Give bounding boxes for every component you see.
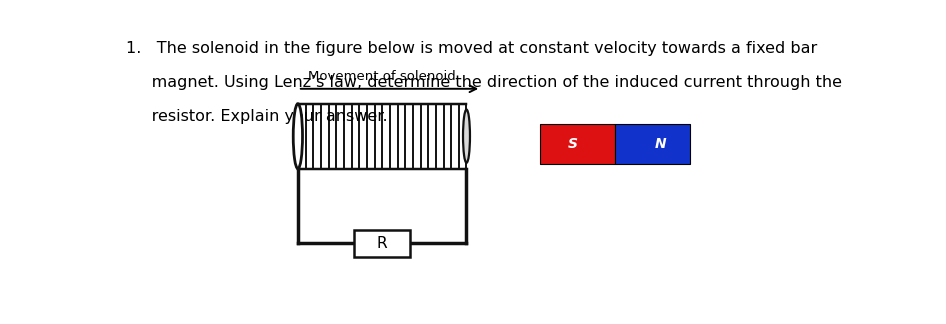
Text: R: R: [377, 236, 388, 251]
Text: Movement of solenoid: Movement of solenoid: [308, 70, 456, 83]
Text: N: N: [655, 137, 666, 151]
Text: S: S: [568, 137, 578, 151]
Bar: [355, 230, 410, 257]
Text: resistor. Explain your answer.: resistor. Explain your answer.: [126, 109, 387, 124]
Text: magnet. Using Lenz’s law, determine the direction of the induced current through: magnet. Using Lenz’s law, determine the …: [126, 75, 842, 90]
Ellipse shape: [463, 110, 470, 163]
Ellipse shape: [293, 104, 303, 168]
Bar: [615, 124, 690, 164]
Bar: [540, 124, 615, 164]
Text: 1.   The solenoid in the figure below is moved at constant velocity towards a fi: 1. The solenoid in the figure below is m…: [126, 41, 816, 56]
